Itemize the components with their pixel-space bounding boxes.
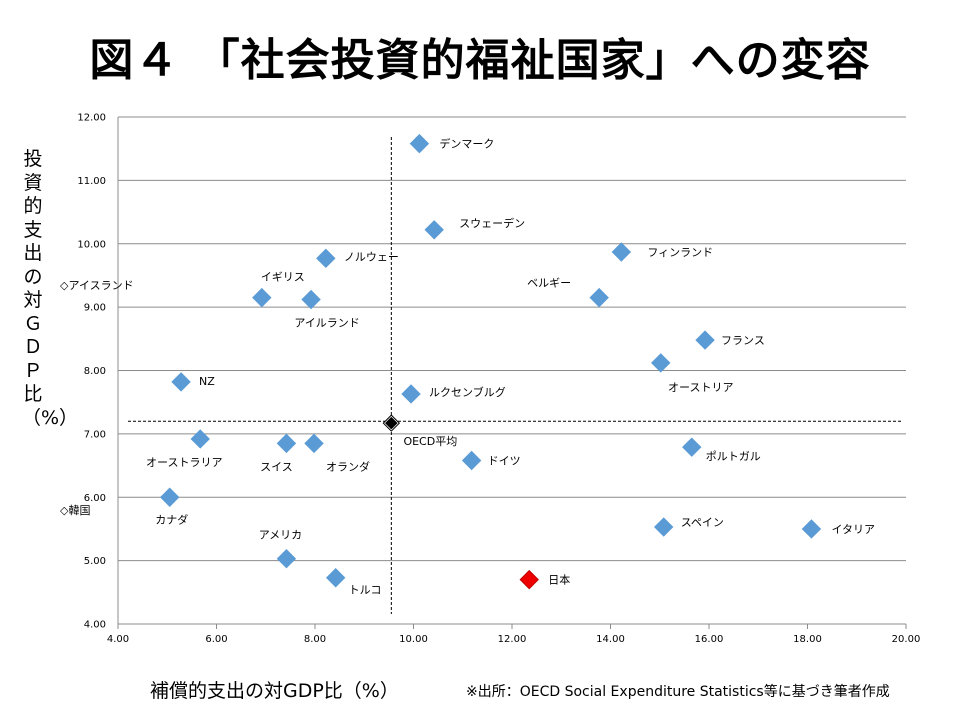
data-label: カナダ	[155, 512, 188, 526]
data-point	[276, 549, 297, 569]
y-tick-label: 12.00	[77, 113, 106, 124]
data-label: 日本	[548, 573, 570, 587]
data-point	[252, 287, 272, 308]
data-label: トルコ	[349, 584, 382, 597]
data-label: OECD平均	[403, 435, 457, 448]
data-label: フィンランド	[647, 246, 713, 259]
data-point	[695, 330, 715, 350]
data-label: ベルギー	[527, 277, 571, 290]
data-point	[325, 568, 346, 588]
data-label: ポルトガル	[706, 450, 761, 463]
y-tick-label: 7.00	[84, 429, 106, 440]
data-label: イタリア	[831, 523, 875, 536]
data-point	[653, 517, 674, 537]
y-tick-label: 10.00	[77, 239, 106, 250]
x-tick-label: 14.00	[596, 634, 625, 645]
data-label: スウェーデン	[459, 216, 525, 230]
side-annotation: ◇韓国	[60, 504, 90, 517]
data-point	[171, 372, 191, 392]
data-point	[589, 287, 609, 308]
y-tick-label: 4.00	[84, 620, 106, 631]
y-tick-label: 11.00	[77, 176, 106, 187]
x-tick-label: 8.00	[304, 634, 326, 645]
data-label: オランダ	[326, 459, 370, 473]
data-label: オーストリア	[668, 381, 733, 394]
data-point	[461, 450, 482, 471]
data-label: スペイン	[681, 516, 724, 529]
data-label: NZ	[199, 375, 215, 388]
source-note: ※出所：OECD Social Expenditure Statistics等に…	[466, 684, 890, 700]
chart-title: 図４ 「社会投資的福祉国家」への変容	[89, 35, 871, 86]
data-label: ノルウェー	[344, 250, 399, 263]
x-tick-label: 20.00	[892, 634, 921, 645]
data-point	[301, 289, 321, 310]
data-label: ルクセンブルグ	[429, 385, 506, 399]
data-point	[519, 569, 539, 590]
data-point	[682, 437, 702, 457]
data-point	[276, 433, 297, 454]
data-label: オーストラリア	[146, 456, 222, 469]
y-tick-label: 9.00	[84, 303, 106, 314]
data-point-outline	[382, 414, 401, 432]
x-tick-label: 10.00	[399, 634, 428, 645]
data-point	[383, 415, 400, 431]
data-point	[801, 519, 822, 539]
x-tick-label: 12.00	[498, 634, 527, 645]
data-point	[316, 248, 336, 269]
x-tick-label: 16.00	[695, 634, 724, 645]
y-tick-label: 5.00	[84, 556, 106, 567]
data-point	[190, 429, 210, 449]
data-label: デンマーク	[439, 137, 494, 151]
data-point	[160, 487, 180, 507]
x-tick-label: 4.00	[107, 634, 129, 645]
data-label: ドイツ	[488, 454, 521, 467]
data-label: アイルランド	[294, 317, 359, 330]
data-point	[409, 133, 430, 154]
y-tick-label: 8.00	[84, 366, 106, 377]
data-point	[401, 384, 421, 404]
y-tick-label: 6.00	[84, 493, 106, 504]
side-annotation: ◇アイスランド	[60, 279, 134, 292]
data-point	[611, 242, 632, 262]
x-tick-label: 6.00	[205, 634, 227, 645]
data-label: アメリカ	[259, 529, 302, 542]
data-point	[651, 353, 671, 373]
data-label: フランス	[721, 334, 765, 347]
x-tick-label: 18.00	[793, 634, 822, 645]
data-label: スイス	[260, 460, 293, 473]
x-axis-label: 補償的支出の対GDP比（%）	[150, 680, 399, 702]
data-point	[304, 433, 324, 454]
data-point	[424, 220, 444, 240]
data-label: イギリス	[261, 271, 305, 284]
